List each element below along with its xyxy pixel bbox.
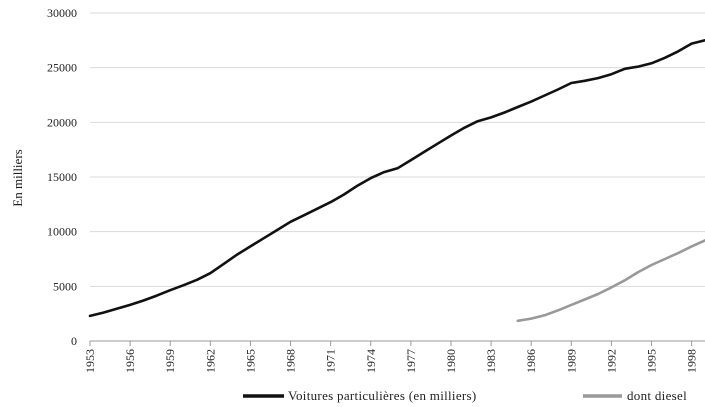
y-tick-label: 15000 bbox=[47, 170, 77, 184]
x-tick-label: 1959 bbox=[163, 349, 177, 373]
y-tick-label: 0 bbox=[71, 334, 77, 348]
x-tick-label: 1977 bbox=[404, 349, 418, 373]
x-axis: 1953 1956 1959 1962 1965 1968 1971 1974 1977 1980… bbox=[83, 341, 699, 373]
legend-label-diesel: dont diesel bbox=[627, 388, 687, 403]
series-line-diesel bbox=[516, 239, 705, 323]
y-tick-label: 5000 bbox=[53, 279, 77, 293]
x-tick-label: 1983 bbox=[484, 349, 498, 373]
x-tick-label: 1998 bbox=[685, 349, 699, 373]
x-tick-label: 1989 bbox=[564, 349, 578, 373]
x-tick-label: 1971 bbox=[324, 349, 338, 373]
y-axis: 0 5000 10000 15000 20000 25000 30000 bbox=[47, 6, 77, 348]
y-tick-label: 30000 bbox=[47, 6, 77, 20]
x-tick-label: 1986 bbox=[524, 349, 538, 373]
x-tick-label: 1956 bbox=[123, 349, 137, 373]
x-tick-label: 1962 bbox=[203, 349, 217, 373]
x-tick-label: 1965 bbox=[243, 349, 257, 373]
legend-item-voitures: Voitures particulières (en milliers) bbox=[243, 388, 477, 403]
gridlines bbox=[90, 12, 705, 342]
series-lines bbox=[88, 38, 705, 323]
y-axis-title: En milliers bbox=[10, 149, 25, 206]
legend-item-diesel: dont diesel bbox=[583, 388, 687, 403]
x-tick-label: 1974 bbox=[364, 349, 378, 373]
y-tick-label: 10000 bbox=[47, 225, 77, 239]
x-tick-label: 1992 bbox=[604, 349, 618, 373]
legend: Voitures particulières (en milliers) don… bbox=[243, 388, 687, 403]
y-tick-label: 20000 bbox=[47, 115, 77, 129]
x-tick-label: 1968 bbox=[284, 349, 298, 373]
x-tick-label: 1953 bbox=[83, 349, 97, 373]
x-tick-label: 1980 bbox=[444, 349, 458, 373]
series-line-voitures bbox=[88, 38, 705, 318]
x-tick-label: 1995 bbox=[645, 349, 659, 373]
y-tick-label: 25000 bbox=[47, 61, 77, 75]
legend-label-voitures: Voitures particulières (en milliers) bbox=[288, 388, 477, 403]
